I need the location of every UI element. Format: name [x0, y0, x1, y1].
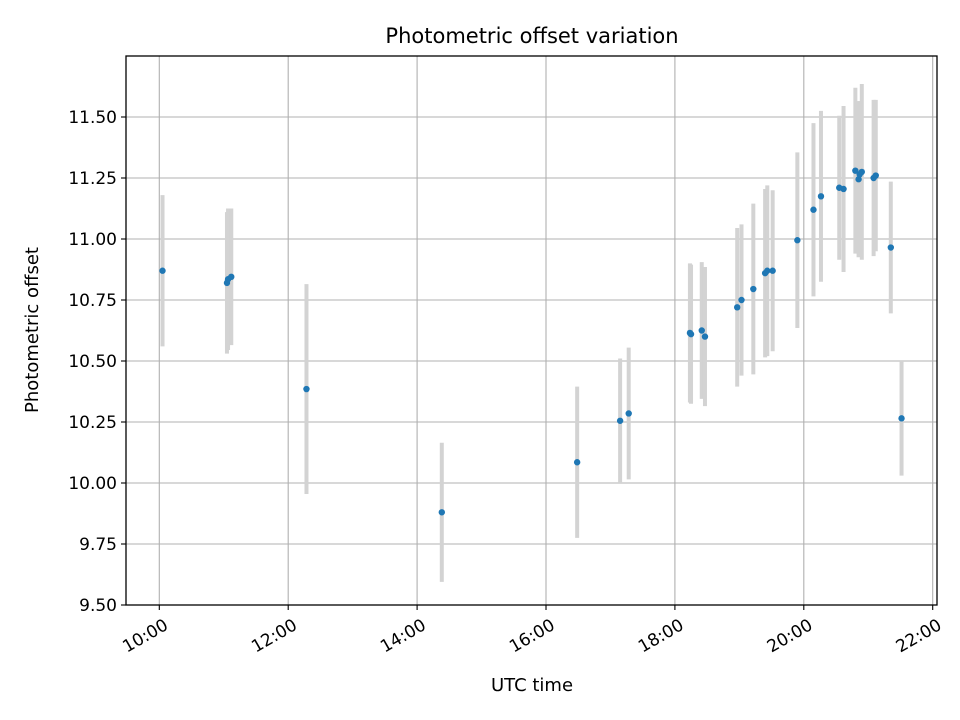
data-point: [159, 267, 166, 274]
y-tick-label: 9.75: [79, 535, 117, 555]
y-tick-label: 10.00: [68, 474, 117, 494]
y-tick-label: 10.25: [68, 413, 117, 433]
data-point: [573, 459, 581, 466]
x-axis-label: UTC time: [491, 675, 573, 696]
y-tick-label: 10.75: [68, 291, 117, 311]
data-point: [810, 206, 817, 213]
data-point: [701, 333, 709, 340]
chart-title: Photometric offset variation: [385, 24, 678, 48]
data-point: [303, 385, 310, 393]
data-point: [817, 193, 825, 200]
grid: [126, 56, 937, 606]
data-point: [687, 330, 695, 338]
y-axis: 9.50 9.75 10.00 10.25 10.50 10.75 11.00 11.25 11…: [68, 108, 126, 616]
data-point: [734, 304, 741, 311]
data-point: [738, 296, 745, 304]
data-point: [764, 267, 771, 274]
data-point: [858, 168, 866, 176]
data-point: [616, 417, 624, 424]
data-point: [840, 185, 847, 193]
y-axis-label: Photometric offset: [22, 247, 43, 413]
data-point: [228, 273, 235, 281]
data-point: [872, 172, 879, 179]
y-tick-label: 11.50: [68, 108, 117, 128]
data-point: [794, 237, 801, 244]
data-point: [887, 244, 895, 251]
data-point: [698, 327, 705, 334]
plot-frame: [125, 55, 938, 606]
y-tick-label: 10.50: [68, 352, 117, 372]
data-point: [438, 509, 446, 516]
data-point: [852, 167, 859, 174]
data-point: [750, 285, 757, 293]
data-point: [898, 415, 905, 422]
data-point: [855, 176, 862, 183]
y-tick-label: 11.25: [68, 169, 117, 189]
data-points: [159, 167, 905, 516]
data-point: [769, 267, 776, 274]
y-tick-label: 9.50: [79, 596, 117, 616]
data-point: [625, 410, 632, 417]
y-tick-label: 11.00: [68, 230, 117, 250]
